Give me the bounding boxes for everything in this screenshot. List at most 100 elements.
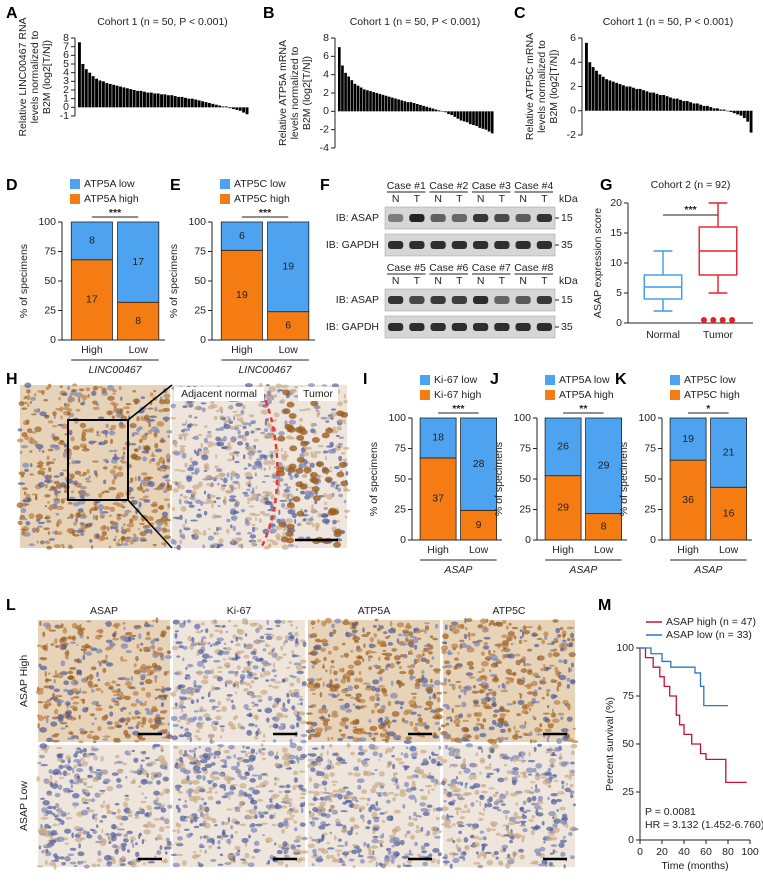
tissue-texture xyxy=(198,808,200,811)
tissue-texture xyxy=(276,384,282,389)
tissue-texture xyxy=(299,711,305,715)
tissue-texture xyxy=(155,638,159,642)
tissue-texture xyxy=(436,783,442,785)
tissue-texture xyxy=(378,685,385,687)
tissue-texture xyxy=(96,864,100,867)
tissue-texture xyxy=(145,797,147,799)
tissue-texture xyxy=(237,441,243,445)
tissue-texture xyxy=(295,715,299,717)
tissue-texture xyxy=(112,479,116,485)
tissue-texture xyxy=(425,659,429,664)
tissue-texture xyxy=(254,814,258,819)
tissue-texture xyxy=(34,393,37,396)
tissue-texture xyxy=(109,706,114,708)
tissue-texture xyxy=(320,647,326,652)
tissue-texture xyxy=(300,659,307,663)
tissue-texture xyxy=(285,784,290,788)
tissue-texture xyxy=(368,851,373,856)
legend-label: ATP5A high xyxy=(84,193,139,205)
tissue-texture xyxy=(339,437,344,439)
tissue-texture xyxy=(437,830,443,833)
tissue-texture xyxy=(308,791,314,794)
tissue-texture xyxy=(257,539,262,543)
tissue-texture xyxy=(115,761,123,764)
tissue-texture xyxy=(217,483,219,486)
tissue-texture xyxy=(52,716,59,719)
panel-letter: L xyxy=(6,597,16,614)
bar xyxy=(112,85,115,108)
tissue-texture xyxy=(30,401,32,404)
tissue-texture xyxy=(404,765,410,768)
tissue-texture xyxy=(30,437,33,441)
tissue-texture xyxy=(331,695,337,698)
bar xyxy=(612,82,615,111)
blot-band xyxy=(431,241,446,249)
tissue-texture xyxy=(68,635,72,638)
tissue-texture xyxy=(273,662,275,668)
lane-label: T xyxy=(456,275,463,287)
tissue-texture xyxy=(206,791,213,793)
tissue-texture xyxy=(95,635,101,640)
tissue-texture xyxy=(321,639,327,645)
tissue-texture xyxy=(509,817,516,822)
tissue-texture xyxy=(125,811,130,814)
lane-label: T xyxy=(499,275,506,287)
tissue-texture xyxy=(260,672,262,678)
tissue-texture xyxy=(91,545,93,549)
tissue-texture xyxy=(320,752,323,757)
tissue-texture xyxy=(326,445,333,447)
tissue-texture xyxy=(454,658,459,661)
tissue-texture xyxy=(132,750,135,752)
tissue-texture xyxy=(331,781,338,783)
tissue-texture xyxy=(399,791,406,796)
tissue-texture xyxy=(266,539,273,541)
tissue-texture xyxy=(125,734,131,739)
panel-letter: J xyxy=(490,371,499,388)
data-label: 19 xyxy=(236,289,248,301)
tissue-texture xyxy=(172,830,177,832)
tissue-texture xyxy=(247,660,250,666)
tissue-texture xyxy=(130,539,134,545)
tissue-texture xyxy=(188,717,196,722)
tissue-texture xyxy=(179,445,186,447)
tissue-texture xyxy=(54,638,57,644)
y-tick-label: 15 xyxy=(610,227,622,239)
tissue-texture xyxy=(356,730,363,735)
tissue-texture xyxy=(24,518,27,520)
tissue-texture xyxy=(287,524,295,530)
tissue-texture xyxy=(448,679,450,682)
tissue-texture xyxy=(48,461,55,464)
tissue-texture xyxy=(140,539,147,542)
tissue-texture xyxy=(433,807,435,812)
tissue-texture xyxy=(489,669,491,672)
tissue-texture xyxy=(173,451,181,455)
tissue-texture xyxy=(47,507,53,510)
bar xyxy=(201,101,204,107)
tissue-texture xyxy=(101,792,105,794)
tissue-texture xyxy=(309,837,313,839)
tissue-texture xyxy=(46,849,49,853)
tissue-texture xyxy=(96,431,98,434)
tissue-texture xyxy=(239,824,246,826)
tissue-texture xyxy=(144,445,150,451)
tissue-texture xyxy=(476,718,480,722)
tissue-texture xyxy=(220,735,222,739)
tissue-texture xyxy=(63,689,69,692)
tissue-texture xyxy=(357,778,365,783)
tissue-texture xyxy=(34,426,41,432)
tissue-texture xyxy=(117,828,124,830)
tissue-texture xyxy=(323,681,325,687)
tissue-texture xyxy=(254,735,258,740)
tissue-texture xyxy=(417,854,421,857)
tissue-texture xyxy=(223,478,228,484)
tissue-texture xyxy=(166,626,170,630)
tissue-texture xyxy=(85,477,89,480)
tissue-texture xyxy=(328,651,332,655)
x-tick-label: High xyxy=(552,544,574,556)
tissue-texture xyxy=(203,802,207,805)
tissue-texture xyxy=(110,469,116,474)
bar xyxy=(143,92,146,108)
tissue-texture xyxy=(488,689,493,691)
tissue-texture xyxy=(120,409,123,414)
tissue-texture xyxy=(80,423,86,429)
